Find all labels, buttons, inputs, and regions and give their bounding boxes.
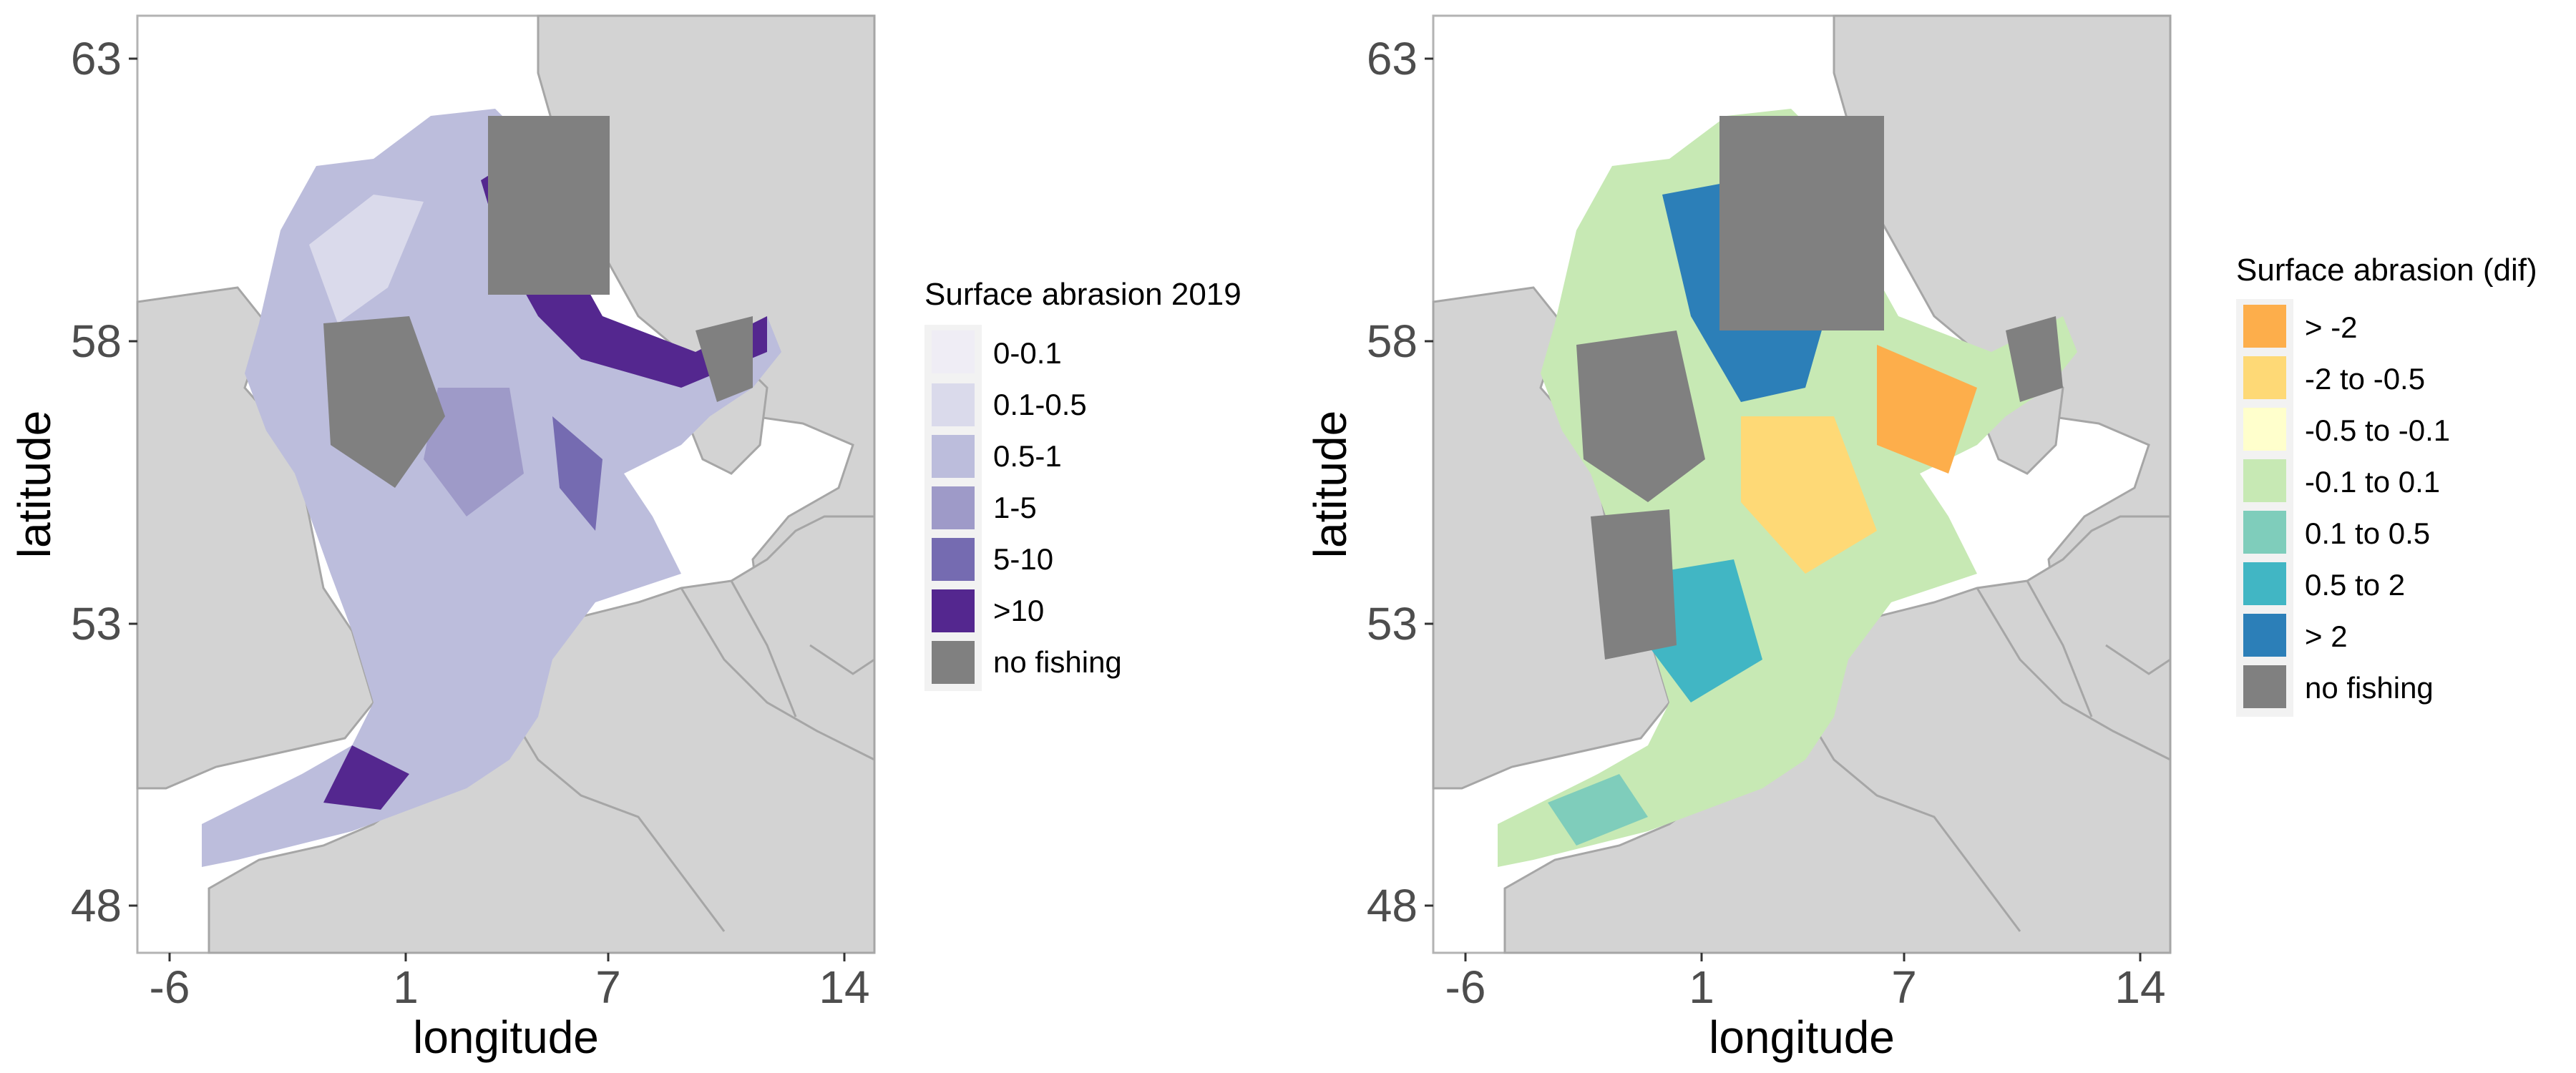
y-axis-title: latitude	[1304, 411, 1356, 558]
x-axis-left: -6 1 7 14 longitude	[150, 953, 870, 1063]
x-tick-label: 14	[2114, 961, 2165, 1013]
legend-swatch	[932, 435, 975, 478]
y-tick-label: 58	[71, 315, 122, 367]
legend-label: -0.1 to 0.1	[2305, 465, 2440, 499]
legend-swatch	[2243, 665, 2286, 708]
legend-swatch	[932, 330, 975, 373]
y-tick-label: 58	[1367, 315, 1418, 367]
y-tick-label: 53	[71, 598, 122, 650]
y-tick-label: 63	[1367, 33, 1418, 84]
legend-swatch	[2243, 305, 2286, 348]
y-tick-label: 48	[71, 880, 122, 931]
legend-label: no fishing	[2305, 671, 2434, 705]
legend-label: -0.5 to -0.1	[2305, 413, 2450, 447]
x-axis-right: -6 1 7 14 longitude	[1445, 953, 2166, 1063]
legend-label: 5-10	[993, 542, 1053, 576]
x-tick-label: -6	[150, 961, 190, 1013]
legend-label: -2 to -0.5	[2305, 362, 2425, 396]
x-tick-label: 7	[595, 961, 621, 1013]
legend-label: 0.1 to 0.5	[2305, 516, 2430, 550]
legend-left: Surface abrasion 2019 0-0.1 0.1-0.5 0.5-…	[924, 277, 1241, 691]
legend-swatch	[2243, 408, 2286, 451]
legend-label: > -2	[2305, 310, 2358, 344]
legend-swatch	[2243, 511, 2286, 554]
y-axis-title: latitude	[9, 411, 60, 558]
legend-label: 0.5 to 2	[2305, 568, 2405, 602]
legend-title: Surface abrasion (dif)	[2236, 253, 2537, 288]
legend-swatch	[932, 538, 975, 581]
x-tick-label: 1	[1689, 961, 1714, 1013]
legend-swatch	[932, 641, 975, 684]
y-tick-label: 63	[71, 33, 122, 84]
legend-swatch	[932, 486, 975, 529]
legend-label: 0.1-0.5	[993, 388, 1087, 421]
legend-label: 0-0.1	[993, 336, 1062, 370]
legend-swatch	[2243, 614, 2286, 657]
legend-title: Surface abrasion 2019	[924, 277, 1241, 312]
x-tick-label: -6	[1445, 961, 1486, 1013]
map-panel-left: 63 58 53 48 latitude -6 1 7 14 longitude…	[9, 14, 1241, 1063]
legend-label: > 2	[2305, 619, 2348, 653]
x-axis-title: longitude	[1709, 1011, 1895, 1063]
legend-label: 0.5-1	[993, 439, 1062, 473]
y-tick-label: 53	[1367, 598, 1418, 650]
x-tick-label: 1	[393, 961, 419, 1013]
legend-swatch	[2243, 562, 2286, 605]
x-axis-title: longitude	[413, 1011, 599, 1063]
map-panel-right: 63 58 53 48 latitude -6 1 7 14 longitude…	[1304, 14, 2537, 1063]
x-tick-label: 14	[819, 961, 869, 1013]
legend-label: >10	[993, 594, 1044, 627]
legend-swatch	[2243, 459, 2286, 502]
legend-label: 1-5	[993, 491, 1037, 524]
legend-swatch	[2243, 356, 2286, 399]
legend-swatch	[932, 383, 975, 426]
legend-right: Surface abrasion (dif) > -2 -2 to -0.5 -…	[2236, 253, 2537, 717]
y-tick-label: 48	[1367, 880, 1418, 931]
y-axis-left: 63 58 53 48 latitude	[9, 33, 137, 931]
legend-label: no fishing	[993, 645, 1122, 679]
y-axis-right: 63 58 53 48 latitude	[1304, 33, 1433, 931]
legend-swatch	[932, 589, 975, 632]
x-tick-label: 7	[1891, 961, 1917, 1013]
